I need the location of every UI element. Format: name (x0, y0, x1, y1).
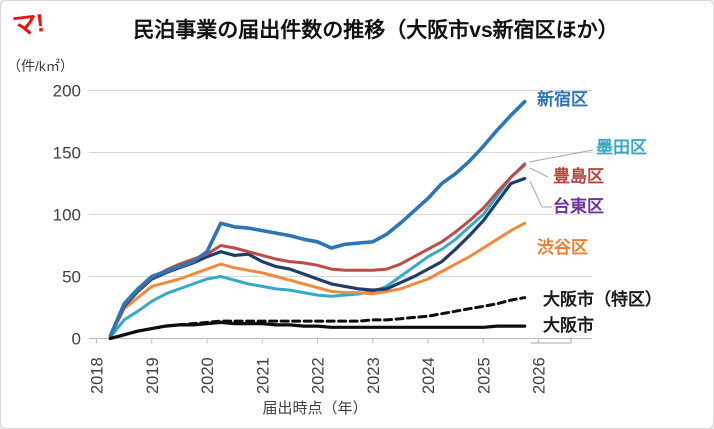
x-tick-label-2025: 2025 (475, 357, 493, 394)
x-tick-label-2024: 2024 (420, 357, 438, 394)
x-tick-label-2018: 2018 (89, 357, 107, 394)
series-label-shibuya: 渋谷区 (537, 238, 588, 257)
line-taito (108, 176, 527, 338)
line-toshima (108, 163, 527, 338)
line-osaka-city (108, 320, 527, 341)
series-label-shinjuku: 新宿区 (537, 90, 588, 109)
y-tick-label-150: 150 (53, 144, 81, 163)
series-label-sumida: 墨田区 (596, 138, 647, 157)
line-sumida (108, 162, 527, 339)
y-tick-label-0: 0 (72, 330, 81, 349)
label-leader-line-0 (528, 149, 594, 163)
x-tick-label-2021: 2021 (254, 357, 272, 394)
line-shibuya (108, 221, 527, 338)
series-label-toshima: 豊島区 (553, 167, 604, 186)
series-label-osaka-city: 大阪市 (543, 316, 594, 335)
x-axis-title: 届出時点（年） (262, 400, 368, 417)
label-leader-line-1 (529, 167, 549, 178)
series-label-taito: 台東区 (553, 197, 604, 216)
y-tick-label-50: 50 (62, 268, 81, 287)
x-tick-label-2022: 2022 (310, 357, 328, 394)
x-tick-label-2019: 2019 (144, 357, 162, 394)
series-label-osaka-city-tokku: 大阪市（特区） (543, 290, 662, 309)
y-axis-unit-label: （件/k㎡） (7, 58, 74, 74)
line-shinjuku (108, 99, 527, 338)
y-tick-label-100: 100 (53, 206, 81, 225)
chart-title: 民泊事業の届出件数の推移（大阪市vs新宿区ほか） (133, 19, 619, 42)
y-tick-label-200: 200 (53, 82, 81, 101)
line-osaka-city-tokku (108, 296, 527, 340)
x-tick-label-2020: 2020 (199, 357, 217, 394)
x-tick-label-2026: 2026 (531, 357, 549, 394)
label-leader-line-2 (529, 180, 552, 208)
x-tick-label-2023: 2023 (365, 357, 383, 394)
label-leader-line-3 (531, 337, 572, 344)
